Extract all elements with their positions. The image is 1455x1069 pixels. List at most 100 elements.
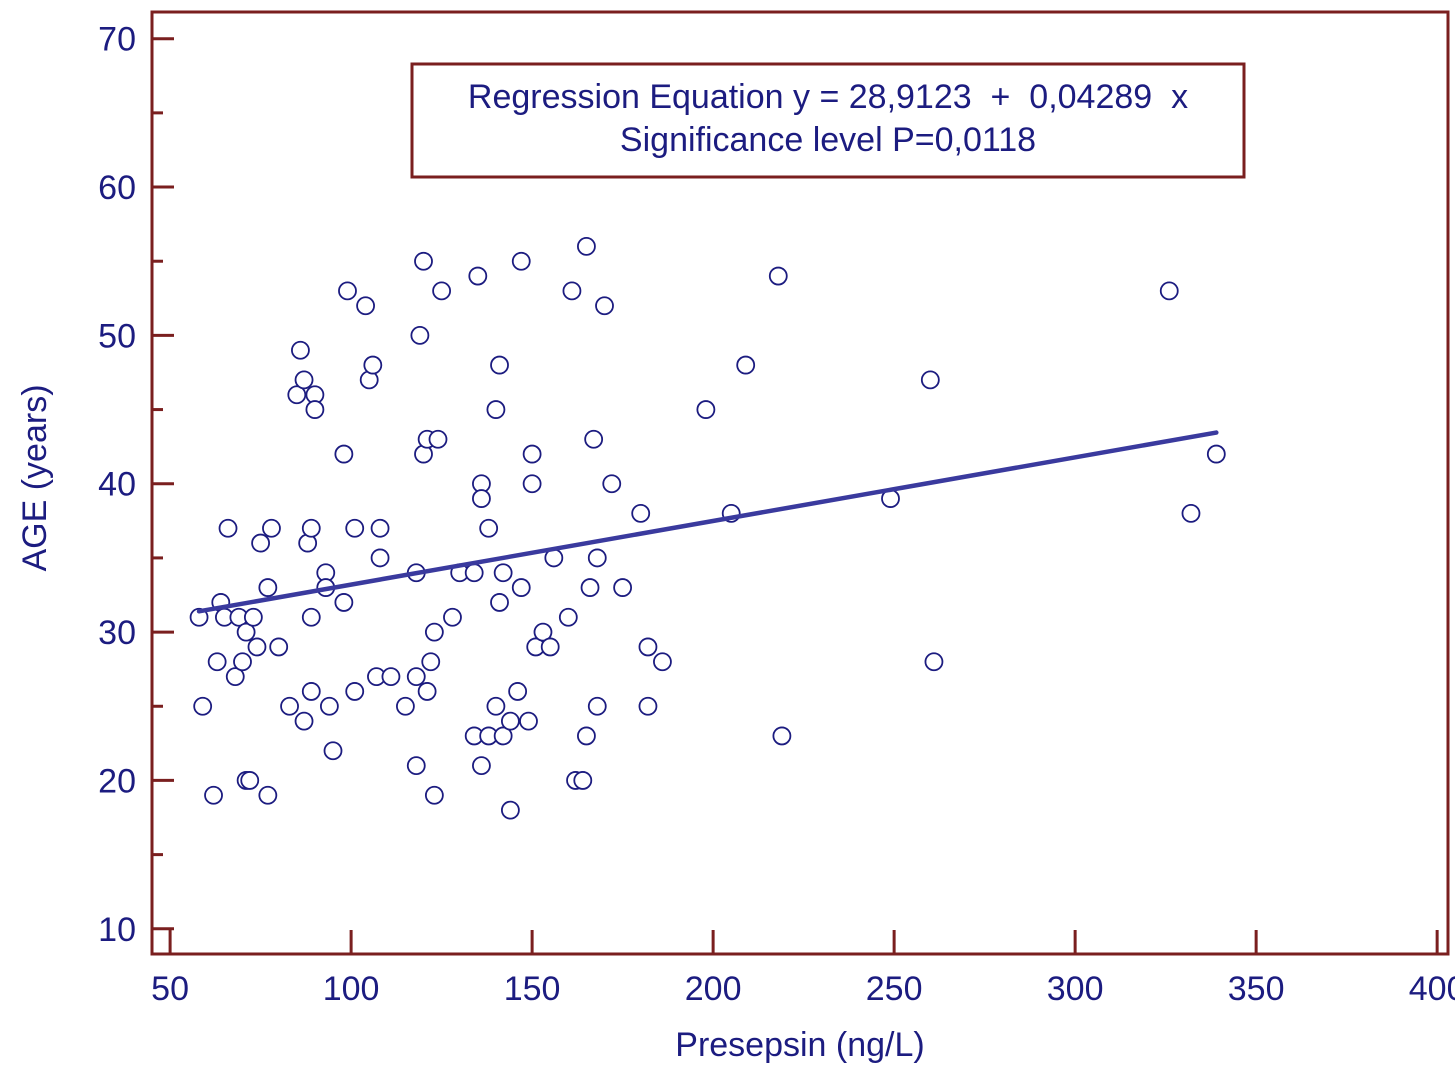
data-point xyxy=(574,772,591,789)
data-point xyxy=(491,594,508,611)
data-point xyxy=(502,713,519,730)
data-point xyxy=(263,520,280,537)
y-axis-title: AGE (years) xyxy=(16,384,54,571)
data-point xyxy=(1182,505,1199,522)
data-point xyxy=(411,327,428,344)
x-axis-title: Presepsin (ng/L) xyxy=(675,1026,924,1064)
data-point xyxy=(473,757,490,774)
data-point xyxy=(426,624,443,641)
data-point xyxy=(433,282,450,299)
data-point xyxy=(925,653,942,670)
data-point xyxy=(259,579,276,596)
data-point xyxy=(444,609,461,626)
data-point xyxy=(520,713,537,730)
annotation-line-2: Significance level P=0,0118 xyxy=(620,121,1036,159)
data-point xyxy=(346,683,363,700)
data-point xyxy=(372,520,389,537)
data-point xyxy=(321,698,338,715)
data-point xyxy=(296,371,313,388)
data-point xyxy=(346,520,363,537)
x-tick-label: 250 xyxy=(866,970,923,1008)
data-point xyxy=(372,549,389,566)
x-tick-label: 400 xyxy=(1409,970,1455,1008)
data-point xyxy=(922,371,939,388)
data-point xyxy=(419,683,436,700)
data-point xyxy=(509,683,526,700)
data-point xyxy=(585,431,602,448)
data-point xyxy=(473,490,490,507)
data-point xyxy=(382,668,399,685)
data-point xyxy=(639,698,656,715)
data-point xyxy=(466,564,483,581)
annotation-box: Regression Equation y = 28,9123 + 0,0428… xyxy=(412,64,1244,177)
y-tick-label: 40 xyxy=(98,466,136,504)
data-point xyxy=(426,787,443,804)
data-point xyxy=(487,698,504,715)
data-point xyxy=(303,683,320,700)
data-point xyxy=(415,253,432,270)
data-point xyxy=(480,520,497,537)
data-point xyxy=(469,268,486,285)
data-point xyxy=(205,787,222,804)
x-tick-label: 350 xyxy=(1228,970,1285,1008)
data-point xyxy=(245,609,262,626)
data-point xyxy=(234,653,251,670)
x-tick-label: 200 xyxy=(685,970,742,1008)
data-point xyxy=(632,505,649,522)
data-point xyxy=(524,446,541,463)
data-point xyxy=(209,653,226,670)
data-point xyxy=(603,475,620,492)
data-point xyxy=(252,535,269,552)
data-point xyxy=(408,668,425,685)
data-point xyxy=(429,431,446,448)
data-point xyxy=(335,594,352,611)
data-point xyxy=(513,253,530,270)
data-point xyxy=(737,357,754,374)
data-point xyxy=(306,401,323,418)
data-point xyxy=(697,401,714,418)
x-tick-label: 100 xyxy=(323,970,380,1008)
data-point xyxy=(639,638,656,655)
data-point xyxy=(422,653,439,670)
annotation-line-1: Regression Equation y = 28,9123 + 0,0428… xyxy=(468,78,1188,116)
data-point xyxy=(1161,282,1178,299)
data-point xyxy=(259,787,276,804)
y-tick-label: 10 xyxy=(98,911,136,949)
data-point xyxy=(408,757,425,774)
data-point xyxy=(614,579,631,596)
data-point xyxy=(335,446,352,463)
data-point xyxy=(578,238,595,255)
y-tick-label: 20 xyxy=(98,762,136,800)
data-point xyxy=(578,727,595,744)
data-point xyxy=(194,698,211,715)
data-point xyxy=(495,564,512,581)
x-tick-label: 300 xyxy=(1047,970,1104,1008)
data-point xyxy=(1208,446,1225,463)
data-point xyxy=(654,653,671,670)
data-point xyxy=(397,698,414,715)
data-point xyxy=(524,475,541,492)
data-point xyxy=(770,268,787,285)
y-tick-label: 60 xyxy=(98,169,136,207)
data-point xyxy=(582,579,599,596)
data-point xyxy=(563,282,580,299)
data-point xyxy=(339,282,356,299)
data-point xyxy=(364,357,381,374)
data-point xyxy=(487,401,504,418)
data-point xyxy=(296,713,313,730)
x-tick-label: 50 xyxy=(151,970,189,1008)
data-point xyxy=(589,698,606,715)
data-point xyxy=(303,520,320,537)
data-point xyxy=(241,772,258,789)
data-point xyxy=(325,742,342,759)
data-points xyxy=(191,238,1225,819)
data-point xyxy=(560,609,577,626)
data-point xyxy=(542,638,559,655)
data-point xyxy=(491,357,508,374)
data-point xyxy=(589,549,606,566)
data-point xyxy=(513,579,530,596)
data-point xyxy=(220,520,237,537)
data-point xyxy=(773,727,790,744)
data-point xyxy=(270,638,287,655)
